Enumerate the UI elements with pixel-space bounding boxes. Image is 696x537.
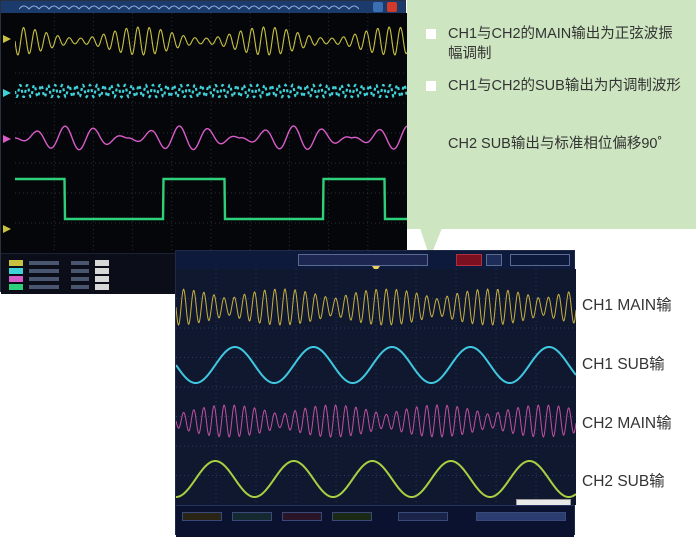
- label-ch2-main: CH2 MAIN输: [582, 415, 672, 432]
- timebase-setting[interactable]: [398, 512, 448, 521]
- ch3-setting[interactable]: [282, 512, 322, 521]
- annotation-callout: CH1与CH2的MAIN输出为正弦波振幅调制 CH1与CH2的SUB输出为内调制…: [407, 0, 696, 229]
- note-sub-output: CH1与CH2的SUB输出为内调制波形: [426, 76, 684, 96]
- ch2-marker[interactable]: [3, 89, 11, 97]
- legend-row-ch3: [9, 276, 169, 283]
- ch2-main-waveform: [176, 404, 576, 438]
- scope2-status-bar: [176, 251, 574, 272]
- scope1-channel-markers: [3, 35, 11, 233]
- scope2-date-readout: [510, 254, 570, 266]
- ch1-sub-waveform: [15, 83, 407, 99]
- ch1-main-waveform: [176, 288, 576, 326]
- legend-row-ch2: [9, 268, 169, 275]
- legend-row-ch4: [9, 284, 169, 291]
- label-ch1-main: CH1 MAIN输: [582, 297, 672, 314]
- trigger-setting[interactable]: [476, 512, 566, 521]
- note-text: CH1与CH2的MAIN输出为正弦波振幅调制: [448, 26, 673, 62]
- oscilloscope-screenshot-2: [175, 250, 576, 537]
- ch3-marker[interactable]: [3, 135, 11, 143]
- scope1-timebase-ruler: [19, 5, 359, 10]
- legend-row-ch1: [9, 260, 169, 267]
- ch1-main-waveform: [15, 26, 407, 56]
- label-ch1-sub: CH1 SUB输: [582, 356, 665, 373]
- ch1-setting[interactable]: [182, 512, 222, 521]
- ch4-marker[interactable]: [3, 225, 11, 233]
- ch1-marker[interactable]: [3, 35, 11, 43]
- note-text: CH1与CH2的SUB输出为内调制波形: [448, 78, 681, 94]
- ch2-sub-waveform: [15, 177, 407, 221]
- ch4-setting[interactable]: [332, 512, 372, 521]
- scope1-title-bar: [1, 1, 405, 13]
- ch2-sub-waveform: [176, 459, 576, 499]
- oscilloscope-screenshot-1: [0, 0, 407, 294]
- ch1-sub-waveform: [176, 345, 576, 385]
- ch2-main-waveform: [15, 125, 407, 151]
- note-text: CH2 SUB输出与标准相位偏移90˚: [448, 136, 663, 152]
- label-ch2-sub: CH2 SUB输: [582, 473, 665, 490]
- note-main-output: CH1与CH2的MAIN输出为正弦波振幅调制: [426, 24, 684, 64]
- scope1-minimize-button[interactable]: [373, 2, 383, 12]
- scope2-waveform-display: [176, 269, 576, 505]
- scope2-trigger-indicator[interactable]: [456, 254, 482, 266]
- scope1-close-button[interactable]: [387, 2, 397, 12]
- scope2-memory-bar: [298, 254, 428, 266]
- scope2-channel-settings-bar: [176, 505, 574, 537]
- scope2-lock-icon[interactable]: [486, 254, 502, 266]
- note-phase-offset: CH2 SUB输出与标准相位偏移90˚: [426, 134, 684, 154]
- bullet-square-icon: [426, 29, 436, 39]
- bullet-square-icon: [426, 81, 436, 91]
- ch2-setting[interactable]: [232, 512, 272, 521]
- scope1-waveform-display: [15, 13, 407, 253]
